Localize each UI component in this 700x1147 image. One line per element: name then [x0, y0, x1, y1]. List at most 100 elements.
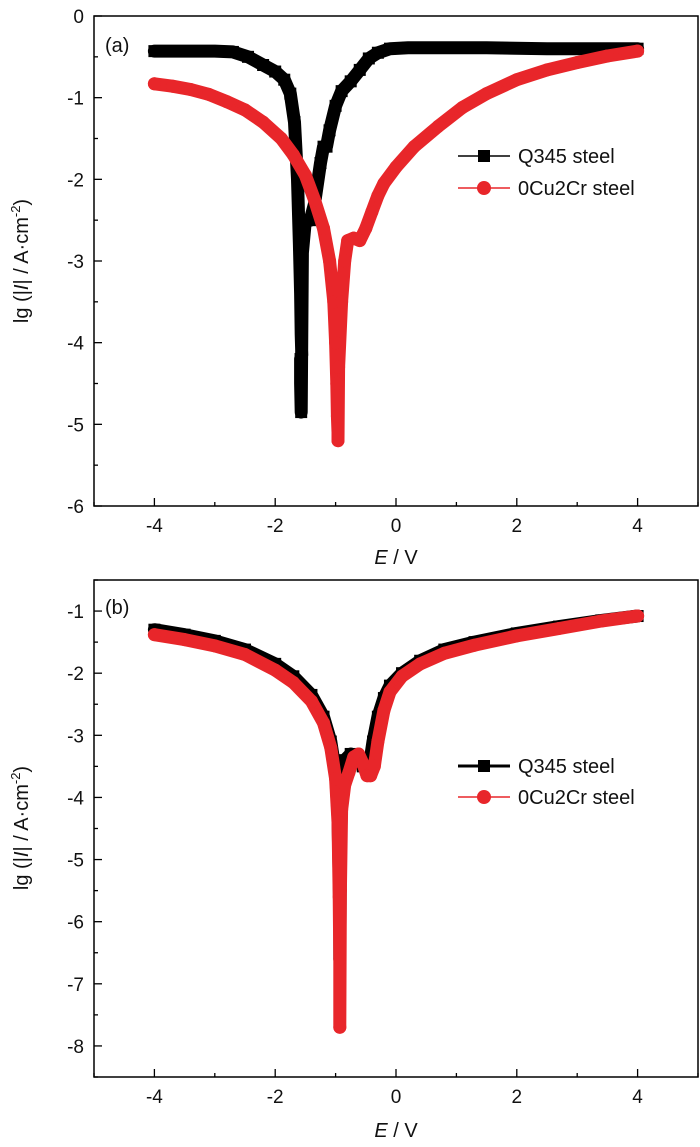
data-point	[389, 160, 403, 174]
legend-item-q345: Q345 steel	[458, 756, 615, 778]
data-point	[294, 287, 307, 300]
series-layer	[147, 609, 645, 1034]
data-point	[317, 221, 331, 235]
x-tick-label: -4	[146, 516, 163, 537]
data-point	[377, 176, 391, 190]
y-tick-label: -5	[67, 851, 84, 872]
data-point	[284, 87, 297, 100]
data-point	[333, 952, 347, 966]
x-tick-label: 2	[512, 516, 523, 537]
y-tick-label: -2	[67, 664, 84, 685]
data-point	[288, 116, 301, 129]
data-point	[226, 45, 239, 58]
x-axis-title: E / V	[374, 1120, 418, 1142]
data-point	[329, 336, 343, 350]
data-point	[331, 434, 345, 448]
x-tick-label: -4	[146, 1087, 163, 1108]
y-axis-title: lg (|I| / A·cm-2)	[8, 199, 33, 323]
data-point	[631, 609, 645, 623]
legend-marker-circle	[477, 790, 491, 804]
y-tick-label: -3	[67, 252, 84, 273]
data-point	[338, 254, 352, 268]
panel-b: -4 -2 0 2 4 -1 -2 -3 -4 -5 -6 -7 -8 (b) Q345 steel 0…	[8, 579, 699, 1142]
data-point	[426, 41, 439, 54]
ticks-layer: -4 -2 0 2 4 -1 -2 -3 -4 -5 -6 -7 -8	[67, 579, 699, 1108]
data-point	[238, 103, 252, 117]
data-point	[220, 95, 234, 109]
series-trace	[147, 44, 645, 448]
legend-label: Q345 steel	[518, 146, 615, 168]
data-point	[371, 735, 385, 749]
data-point	[208, 45, 221, 58]
data-point	[395, 669, 409, 683]
data-point	[335, 295, 349, 309]
legend-label: 0Cu2Cr steel	[518, 787, 635, 809]
y-tick-label: -1	[67, 89, 84, 110]
data-point	[323, 254, 337, 268]
data-point	[480, 87, 494, 101]
data-point	[208, 639, 222, 653]
data-point	[371, 46, 384, 59]
data-point	[353, 234, 367, 248]
data-point	[294, 353, 307, 365]
data-point	[594, 614, 608, 628]
data-point	[335, 85, 348, 98]
data-point	[317, 716, 331, 730]
y-tick-label: -6	[67, 913, 84, 934]
y-axis-title: lg (|I| / A·cm-2)	[8, 766, 33, 890]
data-point	[184, 83, 198, 96]
legend-item-0cu2cr: 0Cu2Cr steel	[458, 178, 635, 200]
data-point	[324, 741, 338, 755]
data-point	[294, 377, 307, 390]
data-point	[274, 132, 288, 145]
data-point	[335, 803, 349, 817]
data-point	[383, 42, 396, 55]
series-0cu2cr-steel	[147, 44, 645, 448]
data-point	[304, 694, 318, 708]
y-tick-label: -5	[67, 415, 84, 436]
data-point	[338, 778, 352, 792]
data-point	[268, 663, 282, 677]
data-point	[329, 99, 342, 112]
x-axis-title: E / V	[374, 547, 418, 569]
data-point	[278, 73, 291, 86]
x-tick-label: 0	[391, 1087, 402, 1108]
series-q345-steel	[147, 41, 645, 419]
data-point	[286, 148, 300, 162]
data-point	[166, 79, 180, 93]
data-point	[402, 41, 415, 54]
plot-frame	[93, 579, 699, 1078]
data-point	[377, 703, 391, 717]
y-tick-label: -1	[67, 602, 84, 623]
panel-label: (a)	[105, 35, 129, 57]
legend-marker-square	[478, 760, 490, 772]
data-point	[540, 63, 554, 77]
x-tick-label: 2	[512, 1087, 523, 1108]
y-tick-label: -7	[67, 975, 84, 996]
y-tick-label: -3	[67, 726, 84, 747]
data-point	[437, 646, 451, 660]
data-point	[356, 756, 370, 770]
data-point	[330, 409, 344, 423]
data-point	[468, 638, 482, 652]
legend: Q345 steel 0Cu2Cr steel	[458, 146, 635, 200]
data-point	[202, 87, 216, 101]
legend-label: Q345 steel	[518, 756, 615, 778]
y-tick-label: -2	[67, 170, 84, 191]
y-tick-label: 0	[73, 7, 84, 28]
x-tick-label: -2	[267, 1087, 284, 1108]
data-point	[286, 676, 300, 690]
series-0cu2cr-steel	[147, 609, 645, 1034]
x-tick-label: 0	[391, 516, 402, 537]
data-point	[295, 406, 308, 419]
data-point	[329, 772, 343, 786]
legend-item-0cu2cr: 0Cu2Cr steel	[458, 787, 635, 809]
data-point	[367, 759, 381, 773]
y-tick-label: -6	[67, 497, 84, 518]
data-point	[320, 140, 333, 153]
data-point	[541, 42, 553, 55]
data-point	[365, 205, 379, 219]
x-tick-label: 4	[632, 516, 643, 537]
legend-marker-circle	[477, 181, 491, 195]
y-tick-label: -4	[67, 788, 84, 809]
